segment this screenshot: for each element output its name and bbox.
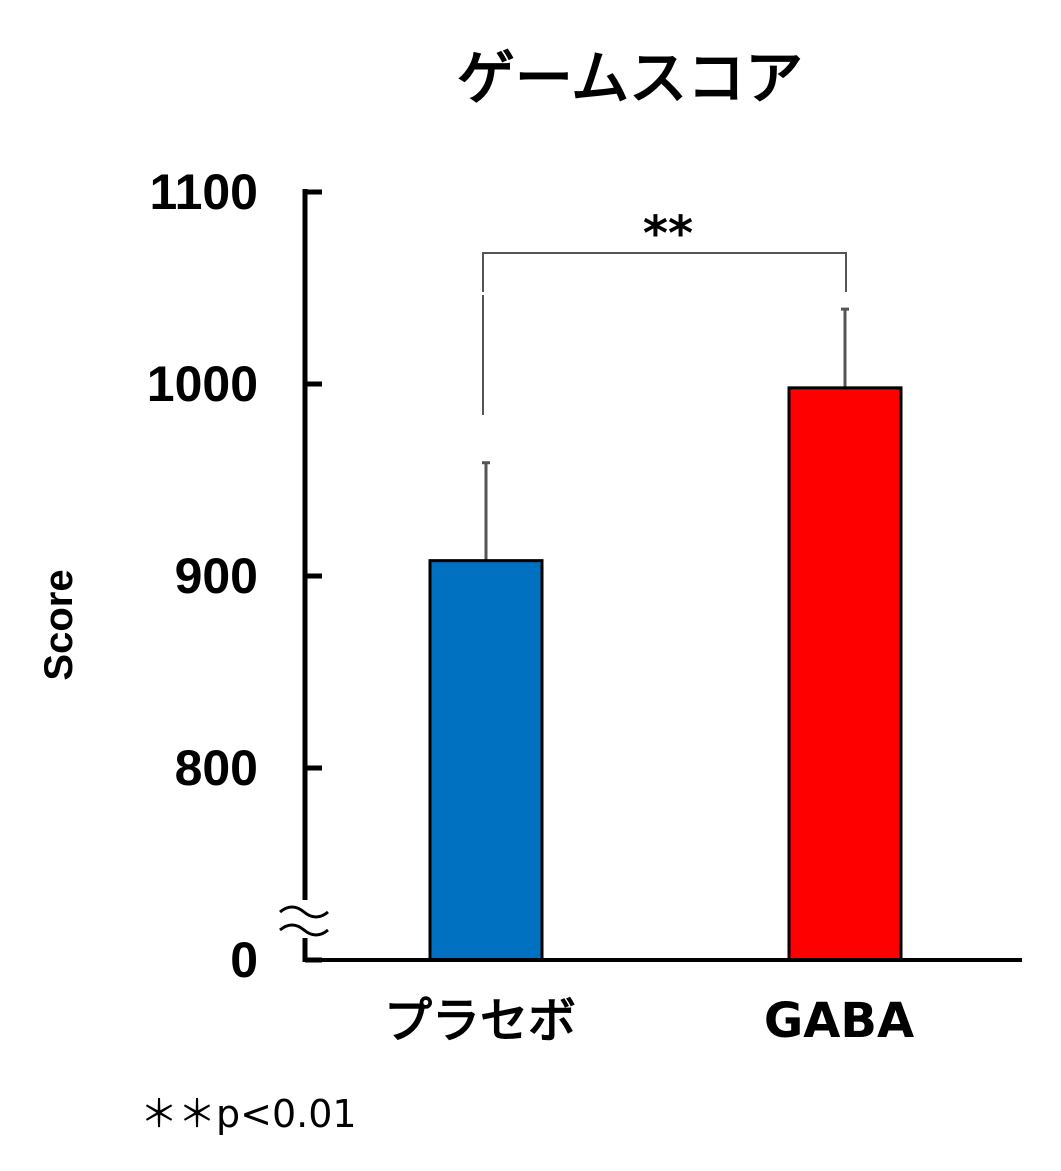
y-axis-label: Score — [37, 569, 81, 680]
bar-placebo — [428, 559, 544, 962]
bar-gaba — [787, 386, 903, 962]
y-tick-label: 0 — [230, 932, 258, 988]
axis-break-icon — [275, 900, 335, 938]
y-tick-label: 1100 — [150, 164, 258, 220]
chart-title: ゲームスコア — [457, 44, 803, 112]
significance-bracket — [482, 252, 847, 415]
x-category-label: GABA — [764, 993, 914, 1049]
y-tick-label: 1000 — [147, 356, 258, 412]
y-tick-label: 900 — [175, 548, 258, 604]
significance-label: ** — [643, 206, 693, 262]
footnote: ＊＊p<0.01 — [140, 1092, 357, 1136]
x-category-label: プラセボ — [384, 993, 576, 1049]
y-tick-label: 800 — [175, 740, 258, 796]
